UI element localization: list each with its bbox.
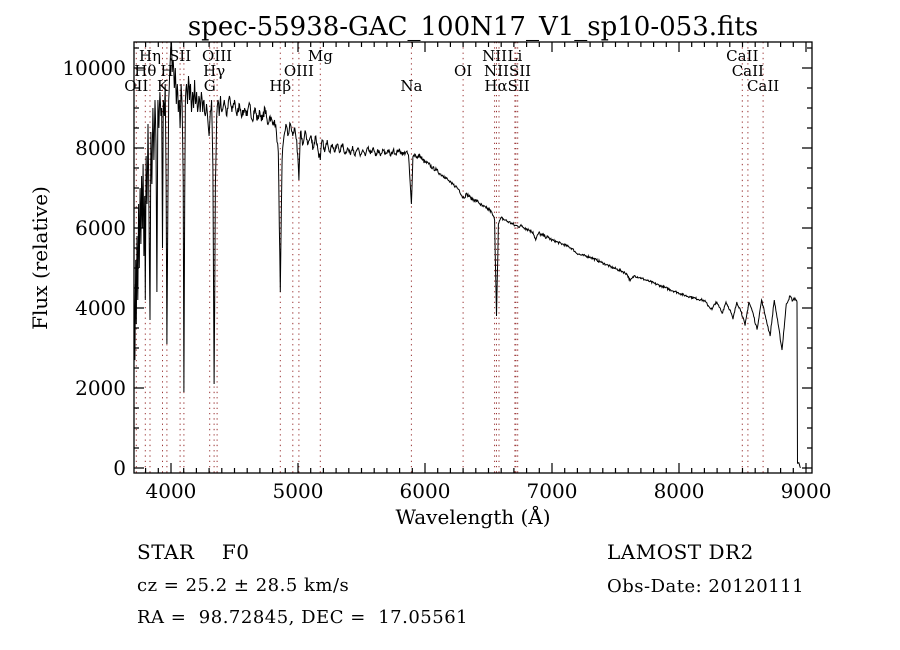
- y-axis-label: Flux (relative): [28, 186, 52, 330]
- spectral-line-label: OI: [453, 62, 473, 80]
- plot-title: spec-55938-GAC_100N17_V1_sp10-053.fits: [187, 12, 759, 42]
- x-tick-label: 6000: [399, 479, 451, 503]
- x-axis-label: Wavelength (Å): [395, 505, 551, 529]
- spectral-line-label: CaII: [726, 47, 759, 65]
- x-tick-label: 7000: [526, 479, 578, 503]
- obs-date-label: Obs-Date: 20120111: [607, 576, 805, 597]
- spectrum-line: [134, 42, 801, 469]
- spectral-line-label: NII: [482, 47, 508, 65]
- y-tick-label: 10000: [62, 56, 126, 80]
- plot-border: [133, 41, 813, 474]
- spectral-line-label: Hθ: [134, 62, 157, 80]
- spectral-line-label: HαSII: [484, 77, 530, 95]
- object-class-label: STAR F0: [137, 540, 250, 564]
- spectral-line-label: OII: [124, 77, 149, 95]
- spectral-line-label: G: [203, 77, 216, 95]
- x-tick-label: 4000: [145, 479, 197, 503]
- spectral-line-label: Hη: [138, 47, 162, 65]
- spectral-line-label: H: [160, 62, 174, 80]
- spectral-line-label: OIII: [202, 47, 233, 65]
- spectral-line-label: Mg: [307, 47, 333, 65]
- y-tick-label: 6000: [75, 216, 126, 240]
- x-tick-label: 9000: [780, 479, 832, 503]
- spectral-line-label: NIISII: [483, 62, 532, 80]
- survey-release-label: LAMOST DR2: [607, 540, 754, 564]
- x-tick-label: 5000: [272, 479, 324, 503]
- spectral-line-label: Hγ: [203, 62, 226, 80]
- x-tick-label: 8000: [653, 479, 705, 503]
- spectral-line-label: OIII: [283, 62, 314, 80]
- y-tick-label: 4000: [75, 296, 126, 320]
- spectral-line-label: CaII: [731, 62, 764, 80]
- spectral-line-label: Hβ: [269, 77, 292, 95]
- ra-dec-label: RA = 98.72845, DEC = 17.05561: [137, 607, 469, 628]
- spectral-line-label: CaII: [746, 77, 780, 95]
- radial-velocity-label: cz = 25.2 ± 28.5 km/s: [137, 575, 350, 596]
- spectral-line-label: SII: [169, 47, 192, 65]
- axis-ticks: [134, 42, 812, 473]
- y-tick-label: 0: [113, 456, 126, 480]
- y-tick-label: 8000: [75, 136, 126, 160]
- spectral-line-label: K: [156, 77, 169, 95]
- spectral-line-label: Li: [507, 47, 523, 65]
- spectral-line-label: Na: [400, 77, 423, 95]
- y-tick-label: 2000: [75, 376, 126, 400]
